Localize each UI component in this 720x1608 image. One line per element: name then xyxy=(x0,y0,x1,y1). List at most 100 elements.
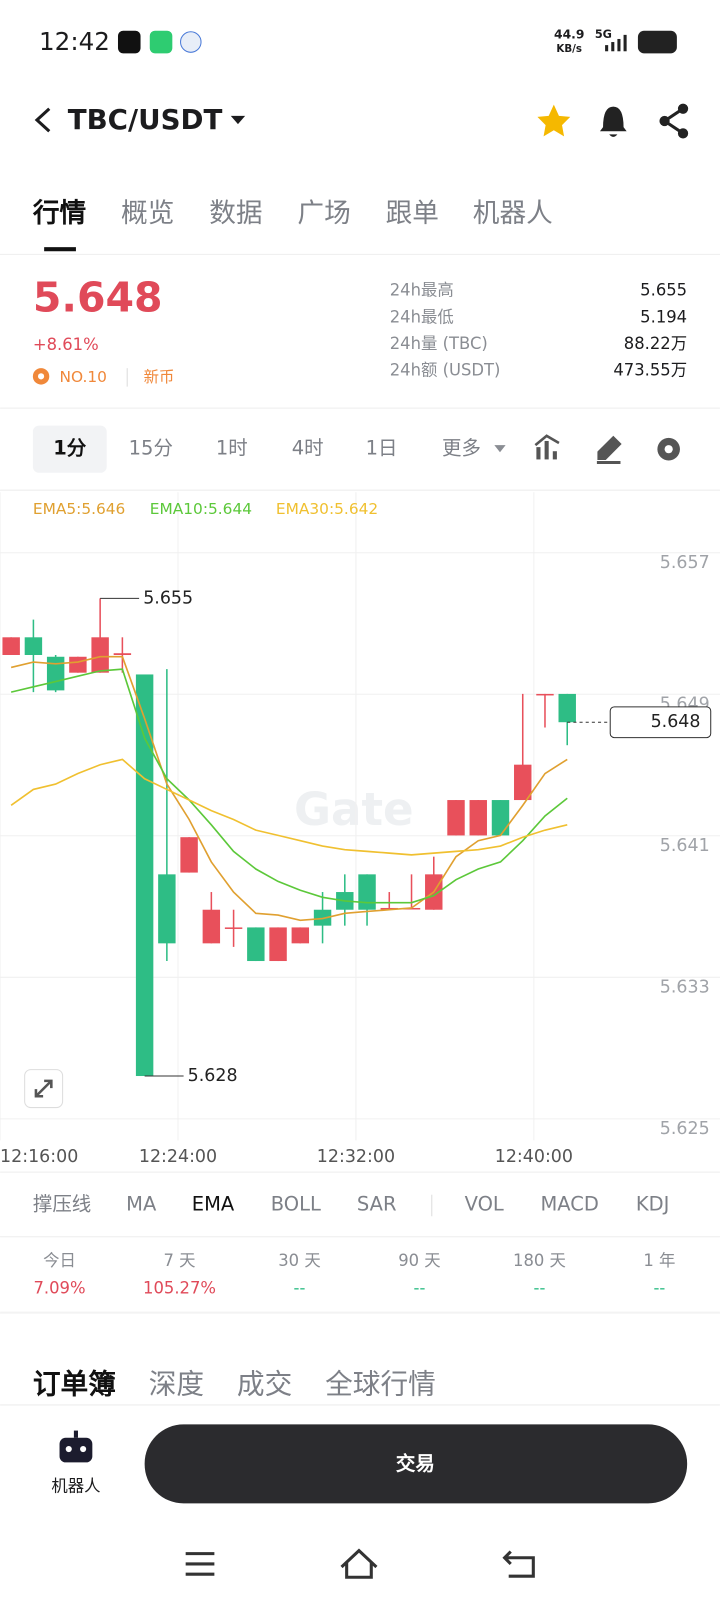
nav-home[interactable] xyxy=(340,1548,378,1579)
indicator-tab[interactable]: MA xyxy=(126,1192,157,1215)
pair-title[interactable]: TBC/USDT xyxy=(68,103,223,136)
candle-body xyxy=(313,909,332,926)
return-period: 180 天 xyxy=(513,1251,566,1270)
tab[interactable]: 概览 xyxy=(121,198,174,229)
indicator-tab[interactable]: 撑压线 xyxy=(33,1192,91,1215)
stat-label: 24h最高 xyxy=(390,281,454,300)
interval[interactable]: 15分 xyxy=(129,437,173,460)
nav-back[interactable] xyxy=(502,1550,535,1578)
book-tab[interactable]: 成交 xyxy=(237,1367,292,1400)
tab-indicator xyxy=(44,247,76,252)
tab[interactable]: 跟单 xyxy=(386,198,439,229)
nav-menu[interactable] xyxy=(185,1552,215,1576)
return-period: 7 天 xyxy=(163,1251,195,1270)
stat-value: 5.655 xyxy=(640,281,687,300)
expand-button[interactable] xyxy=(24,1069,64,1109)
settings-button[interactable] xyxy=(657,437,680,461)
alert-button[interactable] xyxy=(599,106,627,137)
ema-line xyxy=(10,668,568,904)
coin-tag: 新币 xyxy=(144,368,175,386)
indicator-tab[interactable]: KDJ xyxy=(636,1192,670,1215)
return-period: 今日 xyxy=(43,1251,76,1270)
stat-value: 88.22万 xyxy=(624,334,687,353)
indicator-tab[interactable]: MACD xyxy=(540,1192,598,1215)
pair-dropdown[interactable] xyxy=(230,115,246,125)
indicator-button[interactable] xyxy=(534,434,560,460)
share-button[interactable] xyxy=(659,103,689,139)
candle-body xyxy=(224,927,243,929)
robot-icon[interactable] xyxy=(59,1430,93,1463)
candle-body xyxy=(247,927,265,962)
net-speed: 44.9 xyxy=(554,27,584,41)
draw-button[interactable] xyxy=(596,435,622,465)
candle-body xyxy=(46,656,65,691)
legend-entry: EMA30:5.642 xyxy=(276,500,378,518)
app-icon xyxy=(117,30,141,54)
book-tab[interactable]: 深度 xyxy=(149,1367,204,1400)
indicator-tab[interactable]: VOL xyxy=(465,1192,504,1215)
book-tab[interactable]: 全球行情 xyxy=(325,1367,436,1400)
return-value: -- xyxy=(294,1279,306,1298)
return-period: 30 天 xyxy=(278,1251,320,1270)
app-icon xyxy=(149,30,173,54)
candle-body xyxy=(158,874,176,944)
candle-body xyxy=(2,637,20,655)
candle-body xyxy=(69,656,87,673)
interval[interactable]: 1日 xyxy=(366,437,398,460)
candle-body xyxy=(558,693,576,723)
candle-body xyxy=(113,653,132,655)
more-dropdown[interactable] xyxy=(494,445,506,453)
last-price: 5.648 xyxy=(33,273,163,321)
x-tick-label: 12:24:00 xyxy=(139,1147,217,1167)
return-value: -- xyxy=(414,1279,426,1298)
app-icon xyxy=(180,31,202,53)
ema-line xyxy=(10,758,568,856)
indicator-tab[interactable]: SAR xyxy=(357,1192,397,1215)
stat-label: 24h额 (USDT) xyxy=(390,361,501,380)
candle-body xyxy=(447,800,465,836)
favorite-star[interactable] xyxy=(537,104,571,137)
trade-label[interactable]: 交易 xyxy=(396,1452,435,1475)
stat-label: 24h量 (TBC) xyxy=(390,334,488,353)
interval[interactable]: 4时 xyxy=(292,437,324,460)
return-value: 105.27% xyxy=(143,1279,216,1298)
signal xyxy=(605,34,627,52)
y-tick-label: 5.633 xyxy=(660,978,710,998)
x-tick-label: 12:32:00 xyxy=(317,1147,395,1167)
back-button[interactable] xyxy=(34,107,51,133)
ema-line xyxy=(10,655,568,922)
y-tick-label: 5.625 xyxy=(660,1119,710,1139)
return-period: 1 年 xyxy=(643,1251,675,1270)
interval[interactable]: 1分 xyxy=(53,437,87,460)
candle-body xyxy=(536,693,554,696)
book-tab[interactable]: 订单簿 xyxy=(33,1367,116,1400)
last-price-box xyxy=(609,706,712,739)
indicator-tab[interactable]: BOLL xyxy=(271,1192,321,1215)
interval[interactable]: 更多 xyxy=(442,437,481,460)
tab[interactable]: 数据 xyxy=(209,198,262,229)
candle-body xyxy=(91,637,109,673)
candle-body xyxy=(514,764,532,801)
x-tick-label: 12:40:00 xyxy=(495,1147,573,1167)
min-marker-label: 5.628 xyxy=(188,1066,238,1086)
last-price-label: 5.648 xyxy=(651,712,701,732)
network: 5G xyxy=(595,28,612,41)
stat-label: 24h最低 xyxy=(390,307,454,326)
rank-icon-dot xyxy=(37,373,45,380)
indicator-tab[interactable]: EMA xyxy=(192,1192,235,1215)
legend-entry: EMA5:5.646 xyxy=(33,500,125,518)
price-change: +8.61% xyxy=(33,335,99,354)
tab[interactable]: 广场 xyxy=(297,198,350,229)
candle-body xyxy=(358,874,376,910)
candle-body xyxy=(202,909,221,944)
robot-label[interactable]: 机器人 xyxy=(51,1476,100,1495)
divider xyxy=(0,1311,720,1314)
tab[interactable]: 行情 xyxy=(32,198,86,229)
y-tick-label: 5.657 xyxy=(660,553,710,573)
trade-button[interactable] xyxy=(144,1424,688,1504)
max-marker-label: 5.655 xyxy=(143,588,193,608)
interval[interactable]: 1时 xyxy=(216,437,248,460)
candle-body xyxy=(269,927,287,962)
tab[interactable]: 机器人 xyxy=(473,198,553,229)
candle-body xyxy=(180,837,198,873)
